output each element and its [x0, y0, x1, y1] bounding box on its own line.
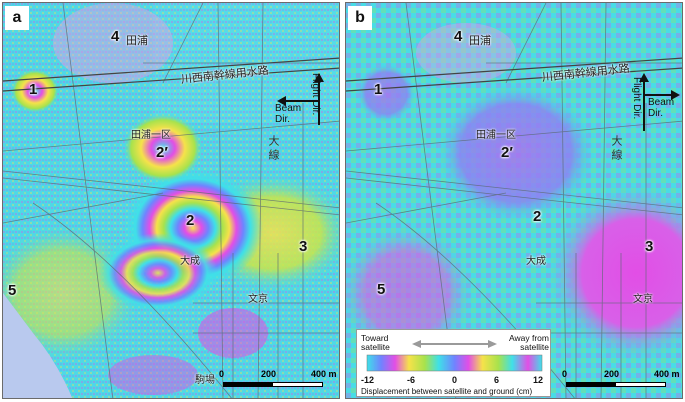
site-2-prime-label: 2′	[156, 144, 168, 161]
site-2-prime-label: 2′	[501, 144, 513, 161]
place-tanoura: 田浦	[469, 35, 491, 47]
legend-tick-minus12: -12	[361, 375, 375, 385]
panel-letter: b	[348, 6, 372, 30]
beam-direction-label: Beam Dir.	[275, 103, 302, 125]
legend-graphics	[366, 340, 543, 372]
site-2-label: 2	[533, 208, 542, 225]
place-komaba: 駒場	[195, 375, 215, 386]
place-taisei: 大成	[180, 256, 200, 267]
scale-label-200: 200	[604, 369, 620, 379]
scale-bar-graphic	[223, 382, 323, 387]
scale-label-0: 0	[219, 369, 225, 379]
site-2-label: 2	[186, 212, 195, 229]
site-5-label: 5	[8, 282, 17, 299]
legend-tick-6: 6	[494, 375, 500, 385]
site-5-label: 5	[377, 281, 386, 298]
place-tanoura-ikku: 田浦一区	[131, 130, 171, 141]
legend-away-label: Away from satellite	[509, 333, 549, 352]
flight-direction-label: Flight Dir.	[631, 77, 642, 120]
site-4-label: 4	[111, 28, 120, 45]
interferogram-panel-b: b 1 2′ 2 3 4 5 田浦 田浦一区 大成 文京 川西南幹線用水路 大 …	[345, 2, 683, 399]
road-label: 大 線	[267, 135, 279, 161]
direction-arrows-icon	[639, 73, 680, 131]
scale-bar-graphic	[566, 382, 666, 387]
site-4-label: 4	[454, 28, 463, 45]
road-label: 大 線	[610, 135, 622, 161]
flight-direction-label: Flight Dir.	[310, 73, 321, 116]
place-bunkyo: 文京	[248, 294, 268, 305]
scale-label-0: 0	[562, 369, 568, 379]
legend-tick-minus6: -6	[407, 375, 416, 385]
legend-caption: Displacement between satellite and groun…	[361, 387, 533, 396]
panel-a-map	[3, 3, 339, 398]
interferogram-panel-a: a 1 2′ 2 3 4 5 田浦 田浦一区 大成 文京 駒場 川西南幹線用水路…	[2, 2, 340, 399]
legend-tick-0: 0	[452, 375, 458, 385]
site-3-label: 3	[299, 238, 308, 255]
direction-arrows-icon	[277, 73, 324, 125]
site-3-label: 3	[645, 238, 654, 255]
direction-arrows: Flight Dir. Beam Dir.	[275, 73, 337, 133]
scale-label-400: 400 m	[311, 369, 337, 379]
place-taisei: 大成	[526, 256, 546, 267]
scale-bar: 0 200 400 m	[562, 369, 682, 389]
site-1-label: 1	[374, 81, 383, 98]
direction-arrows: Flight Dir. Beam Dir.	[622, 73, 682, 137]
scale-label-200: 200	[261, 369, 277, 379]
place-bunkyo: 文京	[633, 294, 653, 305]
legend-toward-label: Toward satellite	[361, 333, 390, 352]
beam-direction-label: Beam Dir.	[648, 97, 675, 119]
scale-bar: 0 200 400 m	[219, 369, 339, 389]
legend-tick-12: 12	[533, 375, 544, 385]
panel-letter: a	[5, 6, 29, 30]
site-1-label: 1	[29, 81, 38, 98]
displacement-legend: Toward satellite Away from satellite	[356, 329, 551, 397]
place-tanoura-ikku: 田浦一区	[476, 130, 516, 141]
scale-label-400: 400 m	[654, 369, 680, 379]
place-tanoura: 田浦	[126, 35, 148, 47]
